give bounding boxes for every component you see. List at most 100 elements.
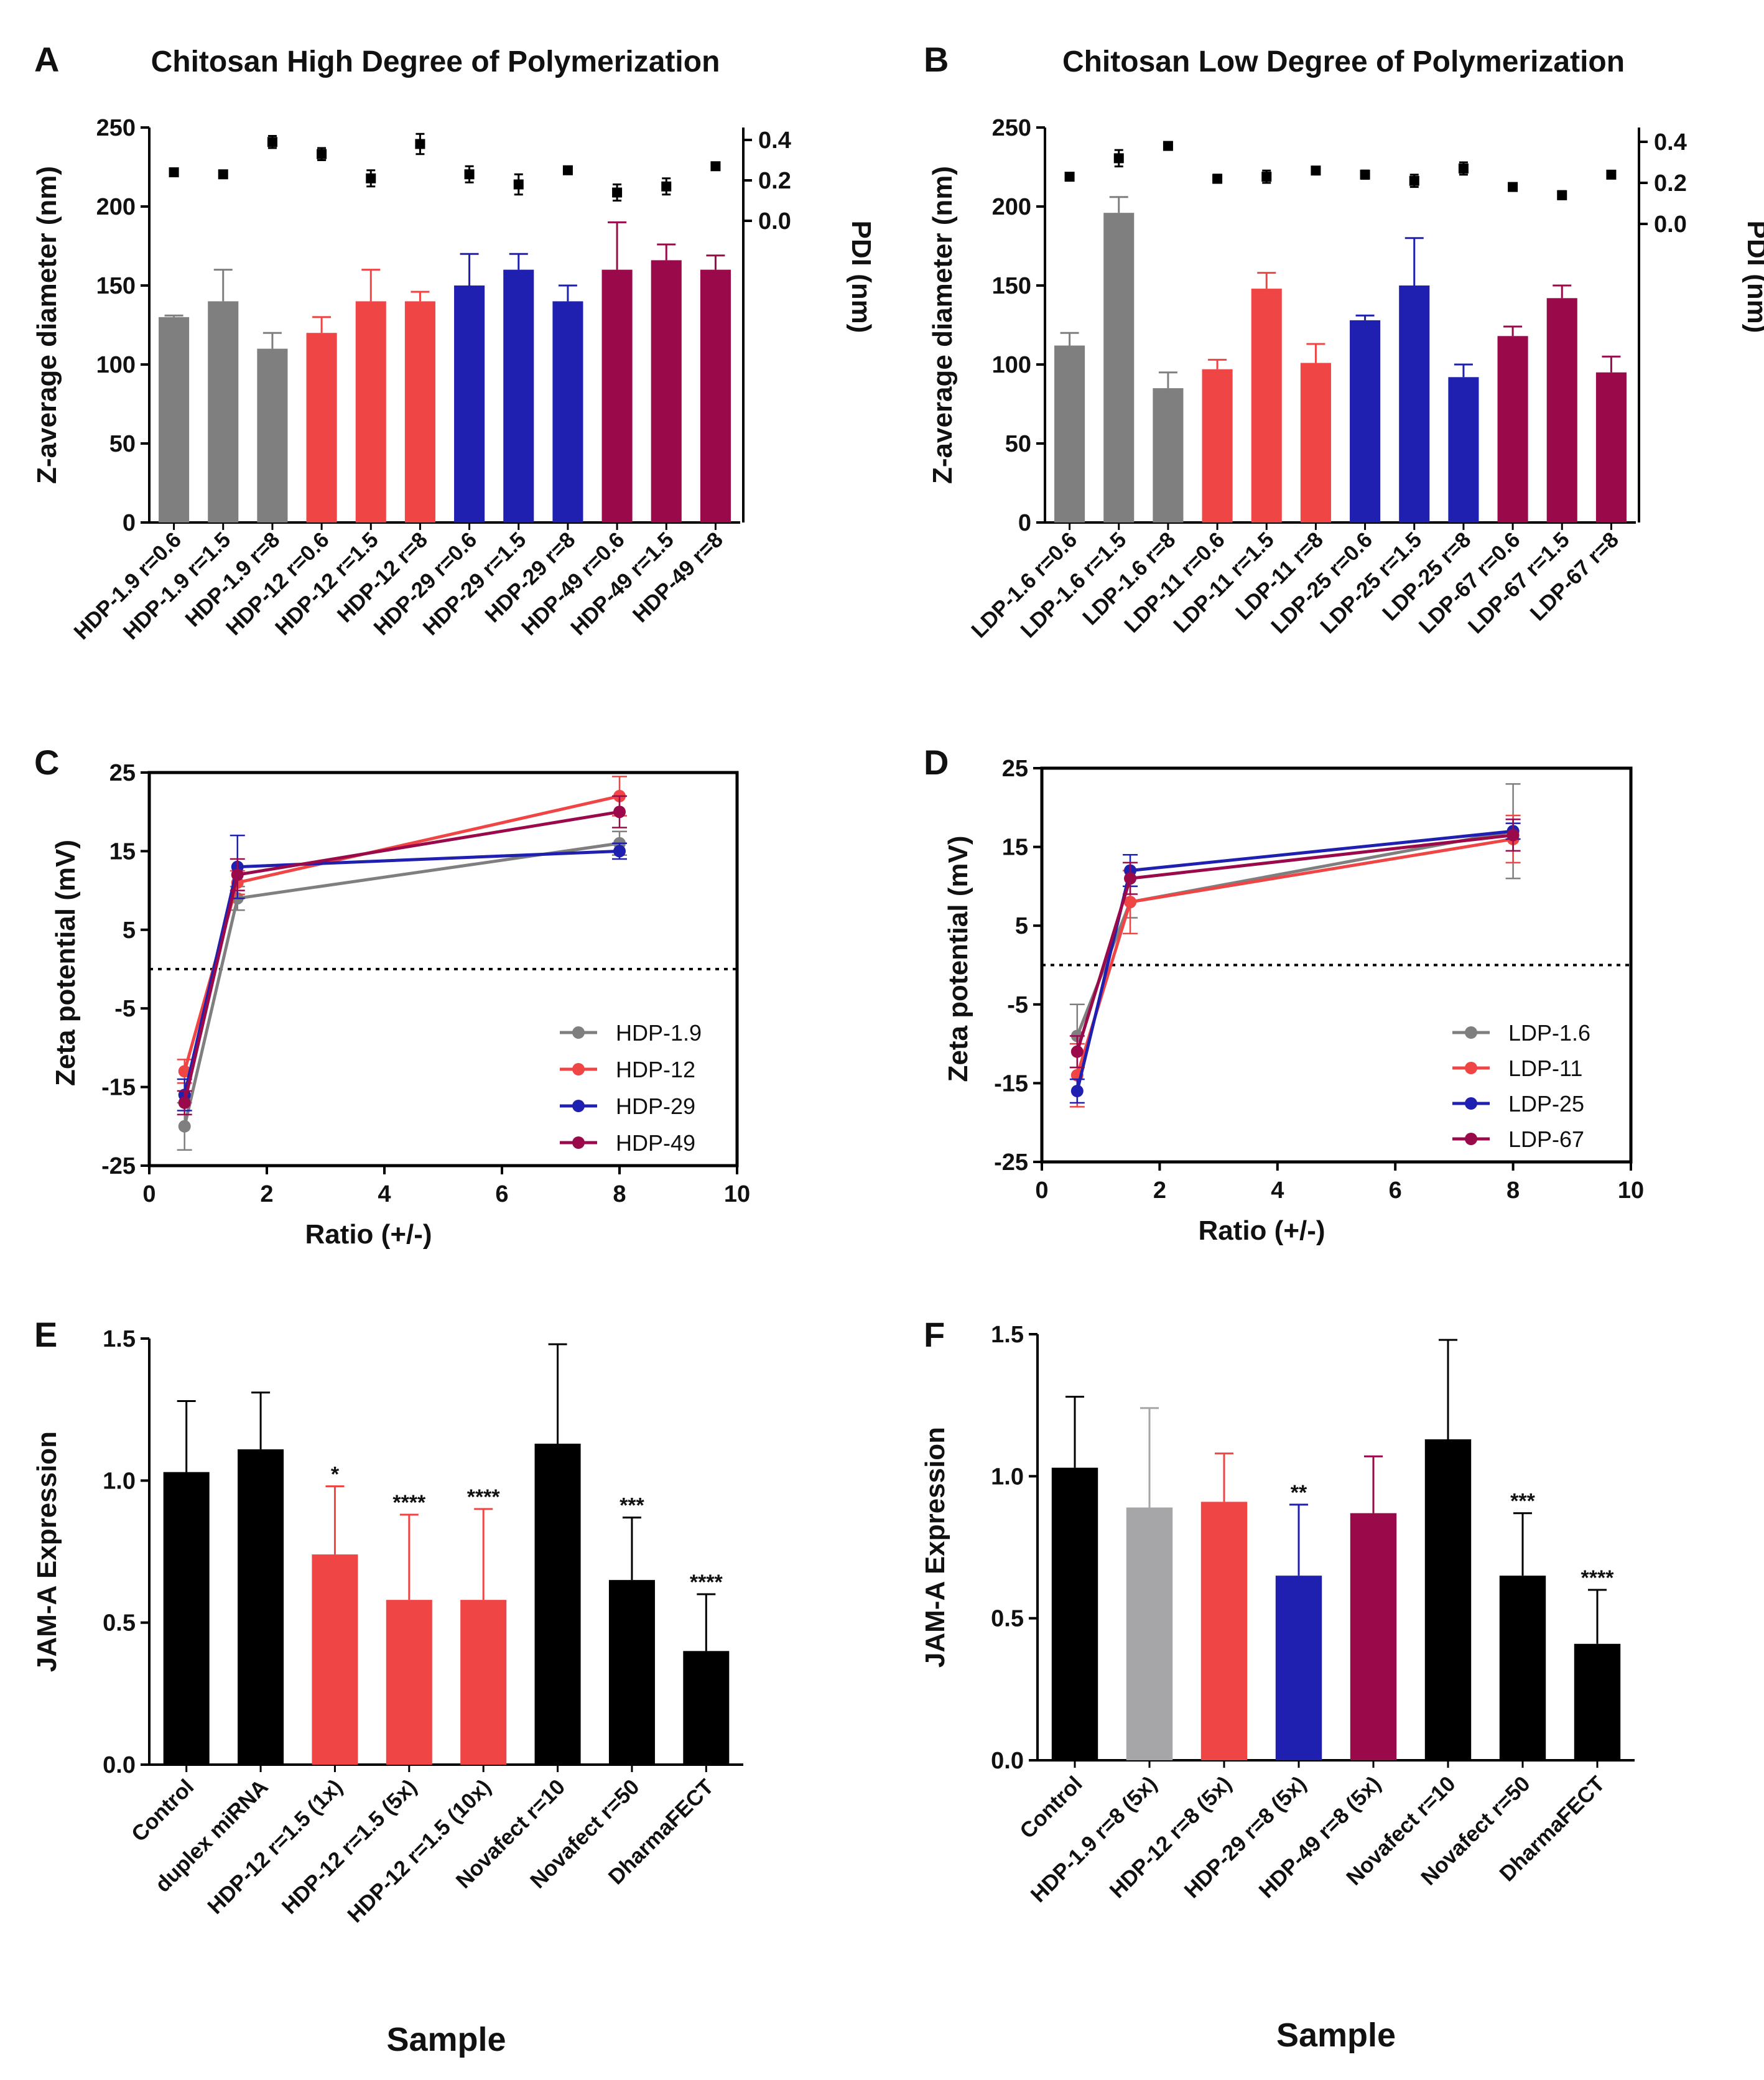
pdi-point [1163, 141, 1173, 151]
bar [208, 301, 239, 522]
bar [1275, 1576, 1322, 1760]
significance-marker: * [331, 1462, 340, 1486]
bar [700, 269, 731, 522]
x-tick-label: 10 [1618, 1177, 1644, 1204]
y2-tick-label: 0.2 [758, 168, 791, 194]
x-tick-label: 8 [1506, 1177, 1520, 1204]
bar [1126, 1507, 1173, 1760]
y-tick-label: 100 [96, 352, 136, 378]
pdi-point [415, 139, 425, 149]
panel-title: Chitosan High Degree of Polymerization [151, 45, 720, 78]
legend-marker-icon [572, 1136, 585, 1149]
bar [1546, 298, 1577, 522]
y-tick-label: 25 [109, 760, 136, 786]
legend-marker-icon [1465, 1062, 1477, 1074]
y-tick-label: 0.0 [103, 1752, 136, 1778]
bar [404, 301, 435, 522]
series-ldp-67: LDP-67 [1069, 819, 1584, 1152]
y-axis-title: Zeta potential (mV) [943, 835, 973, 1082]
x-tick-label: 8 [613, 1181, 626, 1207]
bar [651, 260, 682, 522]
y-tick-label: 1.5 [991, 1322, 1024, 1348]
panel-label: A [34, 40, 59, 79]
bar [159, 317, 190, 522]
bar [1202, 369, 1233, 522]
data-point [613, 806, 626, 819]
legend-label: LDP-67 [1508, 1126, 1584, 1152]
y-tick-label: 0.0 [991, 1748, 1024, 1774]
x-tick-label: 0 [142, 1181, 156, 1207]
data-point [1124, 896, 1137, 909]
bar [608, 1580, 655, 1765]
data-point [613, 845, 626, 858]
y-tick-label: -25 [994, 1149, 1028, 1176]
legend-label: HDP-12 [616, 1057, 695, 1082]
legend-marker-icon [1465, 1133, 1477, 1145]
bar [257, 348, 288, 522]
pdi-point [169, 167, 179, 177]
pdi-point [1311, 165, 1321, 176]
y2-tick-label: 0.2 [1654, 170, 1687, 197]
bar [503, 269, 534, 522]
pdi-point [612, 187, 623, 198]
data-point [1070, 1085, 1084, 1098]
significance-marker: **** [690, 1571, 723, 1594]
legend-marker-icon [572, 1026, 585, 1039]
panel-label: E [34, 1315, 57, 1354]
y-axis-title: JAM-A Expression [32, 1431, 62, 1672]
data-point [178, 1065, 191, 1078]
panel-title: Chitosan Low Degree of Polymerization [1062, 45, 1625, 78]
y-tick-label: 25 [1002, 756, 1028, 782]
y-axis-title: Z-average diameter (nm) [927, 166, 958, 484]
x-tick-label: 2 [260, 1181, 273, 1207]
legend-label: LDP-25 [1508, 1091, 1584, 1117]
panel-label: F [924, 1315, 945, 1354]
y-axis-title: JAM-A Expression [920, 1427, 950, 1668]
x-axis-title: Ratio (+/-) [1198, 1215, 1325, 1246]
y2-tick-label: 0.0 [1654, 211, 1687, 238]
y-tick-label: 200 [96, 194, 136, 220]
y2-tick-label: 0.4 [758, 128, 791, 154]
x-tick-label: 6 [1389, 1177, 1402, 1204]
y-tick-label: 50 [109, 431, 136, 457]
bar [552, 301, 583, 522]
data-point [1124, 872, 1137, 885]
legend-label: HDP-29 [616, 1093, 695, 1119]
pdi-point [1557, 190, 1567, 200]
pdi-point [562, 165, 573, 175]
y-tick-label: -5 [114, 996, 136, 1022]
data-point [231, 868, 244, 881]
pdi-point [1508, 182, 1518, 192]
y-tick-label: -15 [994, 1070, 1028, 1097]
legend-label: LDP-11 [1508, 1056, 1582, 1081]
y-tick-label: 0.5 [103, 1610, 136, 1637]
pdi-point [218, 169, 228, 180]
data-point [178, 1096, 191, 1109]
panel-label: C [34, 743, 59, 782]
series-hdp-49: HDP-49 [177, 795, 695, 1156]
y-tick-label: 250 [96, 115, 136, 141]
y-tick-label: 200 [992, 194, 1031, 220]
y-tick-label: 150 [992, 273, 1031, 299]
y-tick-label: 0 [1018, 510, 1031, 536]
bar [683, 1651, 730, 1765]
bar [534, 1443, 581, 1765]
y-tick-label: -5 [1007, 992, 1028, 1018]
bar [1399, 286, 1430, 522]
bar [312, 1554, 358, 1765]
panel-d: D -25 -15 -5 5 15 25 0 2 4 6 8 10 Ratio (+/-) Zeta pot… [924, 743, 1644, 1246]
pdi-point [1064, 172, 1075, 182]
x-tick-label: 0 [1035, 1177, 1048, 1204]
bar [1499, 1576, 1546, 1760]
y-tick-label: 5 [1015, 913, 1028, 939]
x-tick-label: 2 [1153, 1177, 1166, 1204]
data-point [1070, 1045, 1084, 1058]
bar [1051, 1467, 1098, 1760]
pdi-point [464, 169, 475, 180]
pdi-point [513, 179, 524, 190]
y2-axis-title: PDI (nm) [1742, 221, 1764, 333]
bar [306, 333, 337, 522]
bar [1350, 320, 1381, 522]
pdi-point [1409, 175, 1419, 186]
